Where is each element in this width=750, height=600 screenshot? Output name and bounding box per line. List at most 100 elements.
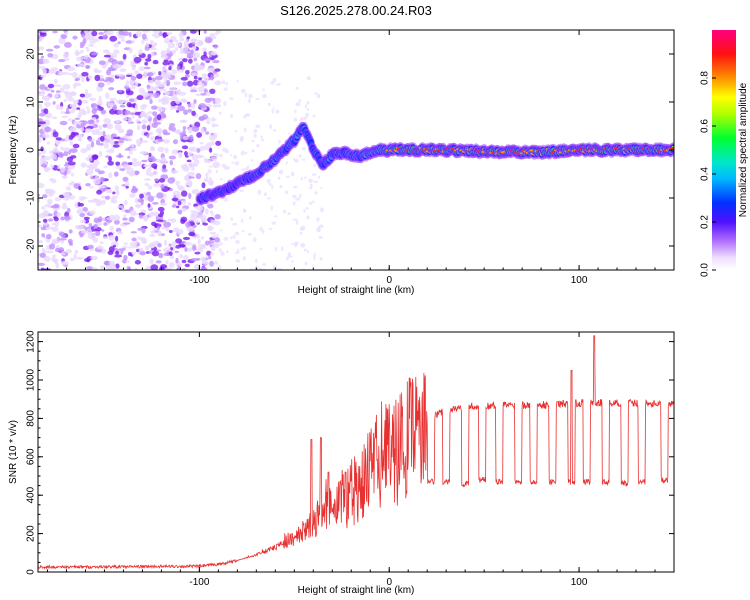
noise-blob (74, 117, 80, 121)
noise-blob (257, 189, 262, 195)
noise-blob (171, 149, 179, 155)
noise-blob (147, 79, 154, 84)
noise-blob (63, 170, 67, 176)
noise-blob (74, 249, 79, 255)
noise-blob (134, 170, 140, 175)
noise-blob (158, 98, 163, 103)
noise-blob (124, 209, 129, 213)
noise-blob (180, 207, 187, 212)
noise-blob (207, 168, 212, 174)
noise-blob (233, 154, 237, 160)
noise-blob (41, 206, 46, 210)
noise-blob (60, 240, 64, 244)
noise-blob (76, 256, 84, 260)
noise-blob (97, 82, 105, 88)
noise-blob (186, 36, 190, 40)
noise-blob (64, 41, 72, 48)
noise-blob (193, 159, 200, 165)
noise-blob (234, 161, 240, 166)
noise-blob (294, 158, 299, 163)
noise-blob (196, 148, 201, 153)
noise-blob (98, 60, 106, 65)
noise-blob (186, 52, 192, 59)
noise-blob (162, 139, 170, 144)
noise-blob (78, 186, 82, 191)
noise-blob (65, 32, 69, 36)
noise-blob (154, 178, 159, 182)
noise-blob (223, 197, 228, 202)
noise-blob (131, 212, 139, 216)
noise-blob (179, 37, 185, 42)
noise-blob (69, 148, 78, 154)
noise-blob (175, 257, 179, 264)
noise-blob (105, 190, 113, 194)
noise-blob (102, 130, 106, 137)
noise-blob (208, 177, 212, 181)
noise-blob (190, 210, 198, 214)
noise-blob (214, 214, 221, 220)
noise-blob (83, 216, 90, 220)
noise-blob (164, 90, 170, 96)
noise-blob (109, 102, 114, 107)
noise-blob (275, 83, 281, 86)
noise-blob (177, 209, 183, 215)
noise-blob (154, 85, 159, 92)
noise-blob (80, 49, 84, 53)
noise-blob (213, 220, 221, 226)
noise-blob (127, 138, 133, 142)
noise-blob (306, 215, 310, 220)
noise-blob (56, 212, 61, 217)
noise-blob (70, 155, 77, 159)
noise-blob (75, 210, 84, 214)
noise-blob (163, 247, 171, 253)
noise-blob (125, 40, 134, 44)
noise-blob (116, 73, 125, 77)
noise-blob (174, 129, 182, 134)
noise-blob (175, 238, 183, 244)
noise-blob (266, 197, 271, 200)
noise-blob (287, 252, 291, 257)
noise-blob (162, 61, 169, 66)
noise-blob (145, 251, 150, 254)
noise-blob (98, 185, 105, 189)
noise-blob (114, 171, 119, 177)
noise-blob (61, 71, 69, 75)
noise-blob (107, 58, 116, 63)
noise-blob (199, 141, 204, 145)
noise-blob (50, 153, 57, 160)
y-tick-label: 800 (26, 410, 37, 427)
noise-blob (209, 210, 214, 215)
noise-blob (145, 266, 152, 270)
noise-blob (182, 81, 188, 87)
noise-blob (235, 259, 241, 263)
noise-blob (58, 153, 65, 157)
noise-blob (136, 73, 143, 79)
noise-blob (95, 139, 101, 146)
noise-blob (270, 205, 273, 211)
noise-blob (59, 167, 66, 173)
noise-blob (117, 230, 123, 235)
noise-blob (88, 75, 93, 80)
noise-blob (187, 108, 192, 113)
noise-blob (291, 242, 295, 246)
noise-blob (206, 120, 211, 125)
noise-blob (313, 252, 316, 257)
noise-blob (119, 168, 126, 172)
noise-blob (45, 226, 53, 230)
noise-blob (208, 165, 213, 168)
noise-blob (261, 138, 265, 142)
noise-blob (134, 260, 141, 265)
noise-blob (90, 176, 95, 180)
noise-blob (95, 128, 100, 133)
noise-blob (298, 194, 302, 199)
noise-blob (54, 94, 59, 98)
noise-blob (244, 127, 247, 133)
colorbar-tick-label: 0.6 (700, 119, 711, 133)
noise-blob (269, 124, 273, 129)
noise-blob (147, 203, 151, 208)
noise-blob (272, 128, 277, 132)
noise-blob (93, 223, 99, 229)
noise-blob (191, 65, 195, 70)
noise-blob (67, 118, 72, 121)
noise-blob (184, 246, 188, 252)
